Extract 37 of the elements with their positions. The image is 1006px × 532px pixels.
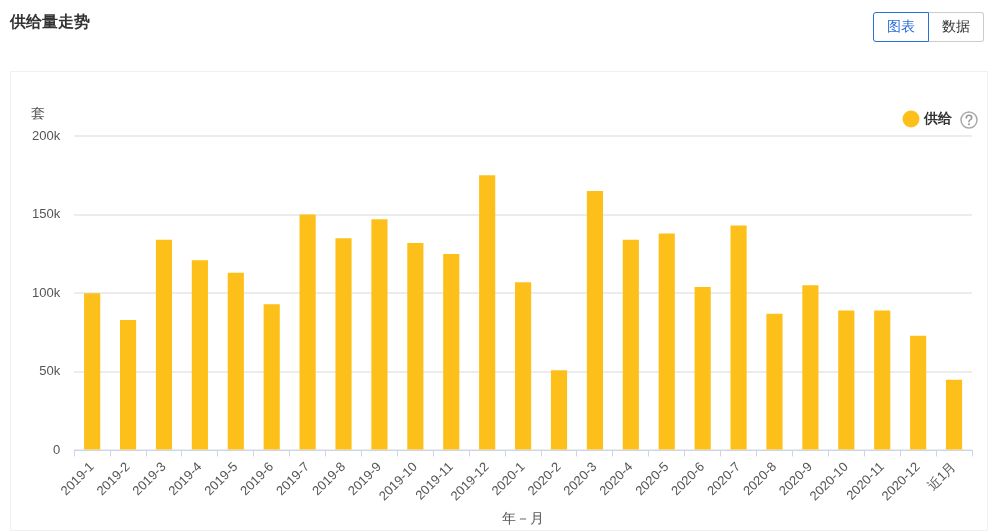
bar	[335, 238, 352, 450]
bar	[191, 260, 208, 450]
bar	[622, 239, 639, 450]
bar	[227, 272, 244, 450]
legend-label: 供给	[923, 109, 953, 126]
bar	[658, 233, 675, 450]
bar	[730, 225, 747, 450]
bar	[838, 310, 855, 450]
bar	[515, 282, 532, 450]
bar	[371, 219, 388, 450]
bar	[802, 285, 819, 450]
bar	[766, 313, 783, 450]
y-tick-label: 50k	[39, 363, 61, 379]
bar	[407, 242, 424, 450]
bar	[299, 214, 316, 450]
bar	[119, 319, 137, 450]
x-tick-label: 近1月	[924, 458, 959, 494]
y-tick-label: 100k	[31, 284, 61, 300]
y-tick-label: 150k	[31, 206, 61, 222]
bar	[910, 335, 927, 450]
bar	[263, 304, 280, 450]
bar	[443, 253, 460, 450]
x-axis-title: 年－月	[502, 510, 545, 527]
text: 图表	[873, 12, 929, 42]
bar	[479, 175, 496, 450]
y-tick-label: 200k	[31, 127, 61, 143]
bar	[874, 310, 891, 450]
bar	[155, 239, 173, 450]
text: 数据	[929, 12, 984, 42]
bar	[945, 379, 963, 450]
chart-title: 供给量走势	[10, 12, 90, 33]
bar	[84, 293, 101, 450]
y-axis-title: 套	[31, 104, 45, 121]
y-tick-label: 0	[52, 442, 61, 458]
bar	[694, 286, 711, 450]
bar	[586, 191, 603, 450]
bar	[550, 370, 568, 450]
